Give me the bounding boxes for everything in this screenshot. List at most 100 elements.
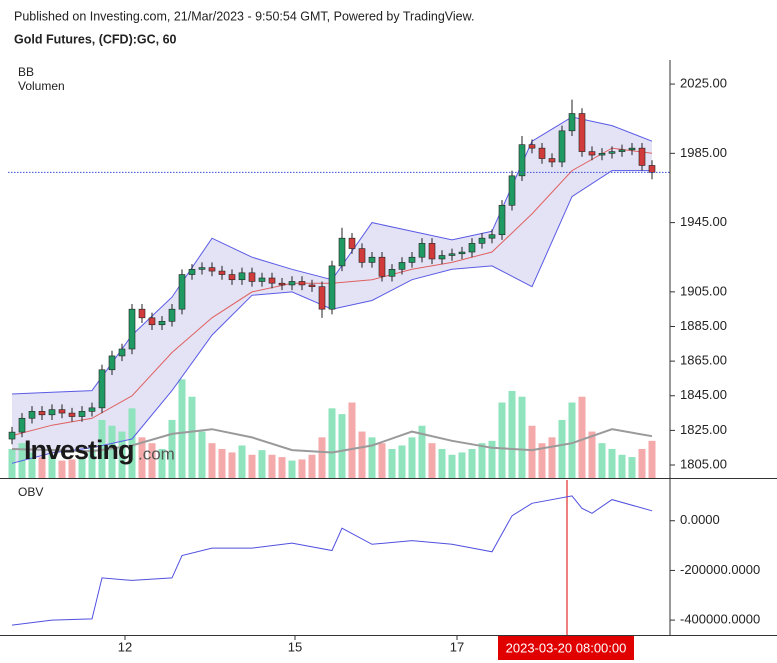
volume-bar [218, 448, 226, 478]
y-tick-label: 1885.00 [680, 318, 727, 333]
y-tick-label: 1945.00 [680, 214, 727, 229]
candle-body [228, 274, 236, 281]
candle-body [208, 267, 216, 272]
candle-body [628, 147, 636, 151]
candle-body [78, 411, 86, 417]
volume-bar [88, 448, 96, 478]
y-tick-label: 0.0000 [680, 512, 720, 527]
volume-bar [598, 443, 606, 478]
volume-bar [248, 454, 256, 478]
volume-bar [428, 443, 436, 478]
candle-body [358, 248, 366, 263]
chart-title: Gold Futures, (CFD):GC, 60 [14, 32, 177, 46]
volume-bar [508, 390, 516, 478]
candle-body [548, 158, 556, 163]
candle-body [528, 144, 536, 149]
candle-body [488, 234, 496, 239]
candle-body [608, 151, 616, 154]
candle-body [178, 274, 186, 310]
candle-body [138, 308, 146, 319]
candle-body [98, 369, 106, 409]
candle-body [348, 237, 356, 249]
candle-body [568, 113, 576, 132]
volume-bar [418, 425, 426, 478]
legend-entry: Volumen [18, 79, 65, 93]
legend-entry: OBV [18, 485, 43, 499]
candle-body [238, 272, 246, 281]
volume-bar [588, 431, 596, 478]
candle-body [158, 320, 166, 326]
volume-bar [58, 460, 66, 478]
volume-bar [78, 457, 86, 478]
candle-body [148, 317, 156, 326]
candle-body [558, 130, 566, 163]
candle-body [318, 286, 326, 310]
volume-bar [148, 443, 156, 478]
volume-bar [548, 437, 556, 478]
obv-line [11, 495, 653, 626]
volume-bar [448, 454, 456, 478]
volume-bar [228, 452, 236, 478]
volume-bar [238, 445, 246, 478]
volume-bar [68, 459, 76, 478]
candle-body [458, 251, 466, 255]
volume-bar [28, 452, 36, 478]
candle-body [448, 253, 456, 256]
candle-body [288, 281, 296, 286]
volume-bar [568, 402, 576, 478]
candle-body [48, 409, 56, 416]
candle-body [18, 417, 26, 433]
candle-body [588, 151, 596, 156]
volume-bar [358, 431, 366, 478]
candle-body [198, 267, 206, 270]
candle-body [518, 144, 526, 177]
x-tick-label: 15 [288, 639, 302, 654]
volume-bar [128, 408, 136, 478]
candle-body [188, 269, 196, 275]
candle-body [418, 243, 426, 258]
crosshair-label: 2023-03-20 08:00:00 [506, 640, 627, 655]
candle-body [578, 113, 586, 152]
candle-body [398, 262, 406, 270]
candle-body [108, 355, 116, 371]
y-tick-label: 2025.00 [680, 76, 727, 91]
candle-body [538, 147, 546, 159]
volume-bar [158, 448, 166, 478]
volume-bar [338, 414, 346, 478]
volume-bar [498, 402, 506, 478]
volume-bar [298, 459, 306, 478]
candle-body [638, 147, 646, 166]
volume-bar [528, 425, 536, 478]
candle-body [438, 255, 446, 260]
volume-bar [628, 457, 636, 478]
volume-bar [48, 454, 56, 478]
volume-bar [368, 437, 376, 478]
volume-bar [288, 460, 296, 478]
candle-body [428, 243, 436, 260]
candle-body [618, 149, 626, 152]
candle-body [598, 153, 606, 156]
volume-bar [638, 448, 646, 478]
volume-bar [348, 402, 356, 478]
volume-bar [308, 454, 316, 478]
volume-bar [268, 454, 276, 478]
candle-body [508, 175, 516, 206]
volume-bar [108, 425, 116, 478]
candle-body [498, 204, 506, 236]
volume-bar [168, 419, 176, 478]
y-tick-label: -200000.0000 [680, 562, 760, 577]
candle-body [308, 284, 316, 287]
candle-body [368, 256, 376, 263]
volume-bar [458, 452, 466, 478]
candle-body [258, 277, 266, 282]
volume-bar [538, 443, 546, 478]
candle-body [28, 411, 36, 419]
volume-bar [278, 457, 286, 478]
volume-bar [408, 437, 416, 478]
header: Published on Investing.com, 21/Mar/2023 … [14, 9, 474, 23]
candle-body [268, 277, 276, 284]
volume-bar [608, 448, 616, 478]
candle-body [478, 237, 486, 244]
candle-body [8, 431, 16, 440]
